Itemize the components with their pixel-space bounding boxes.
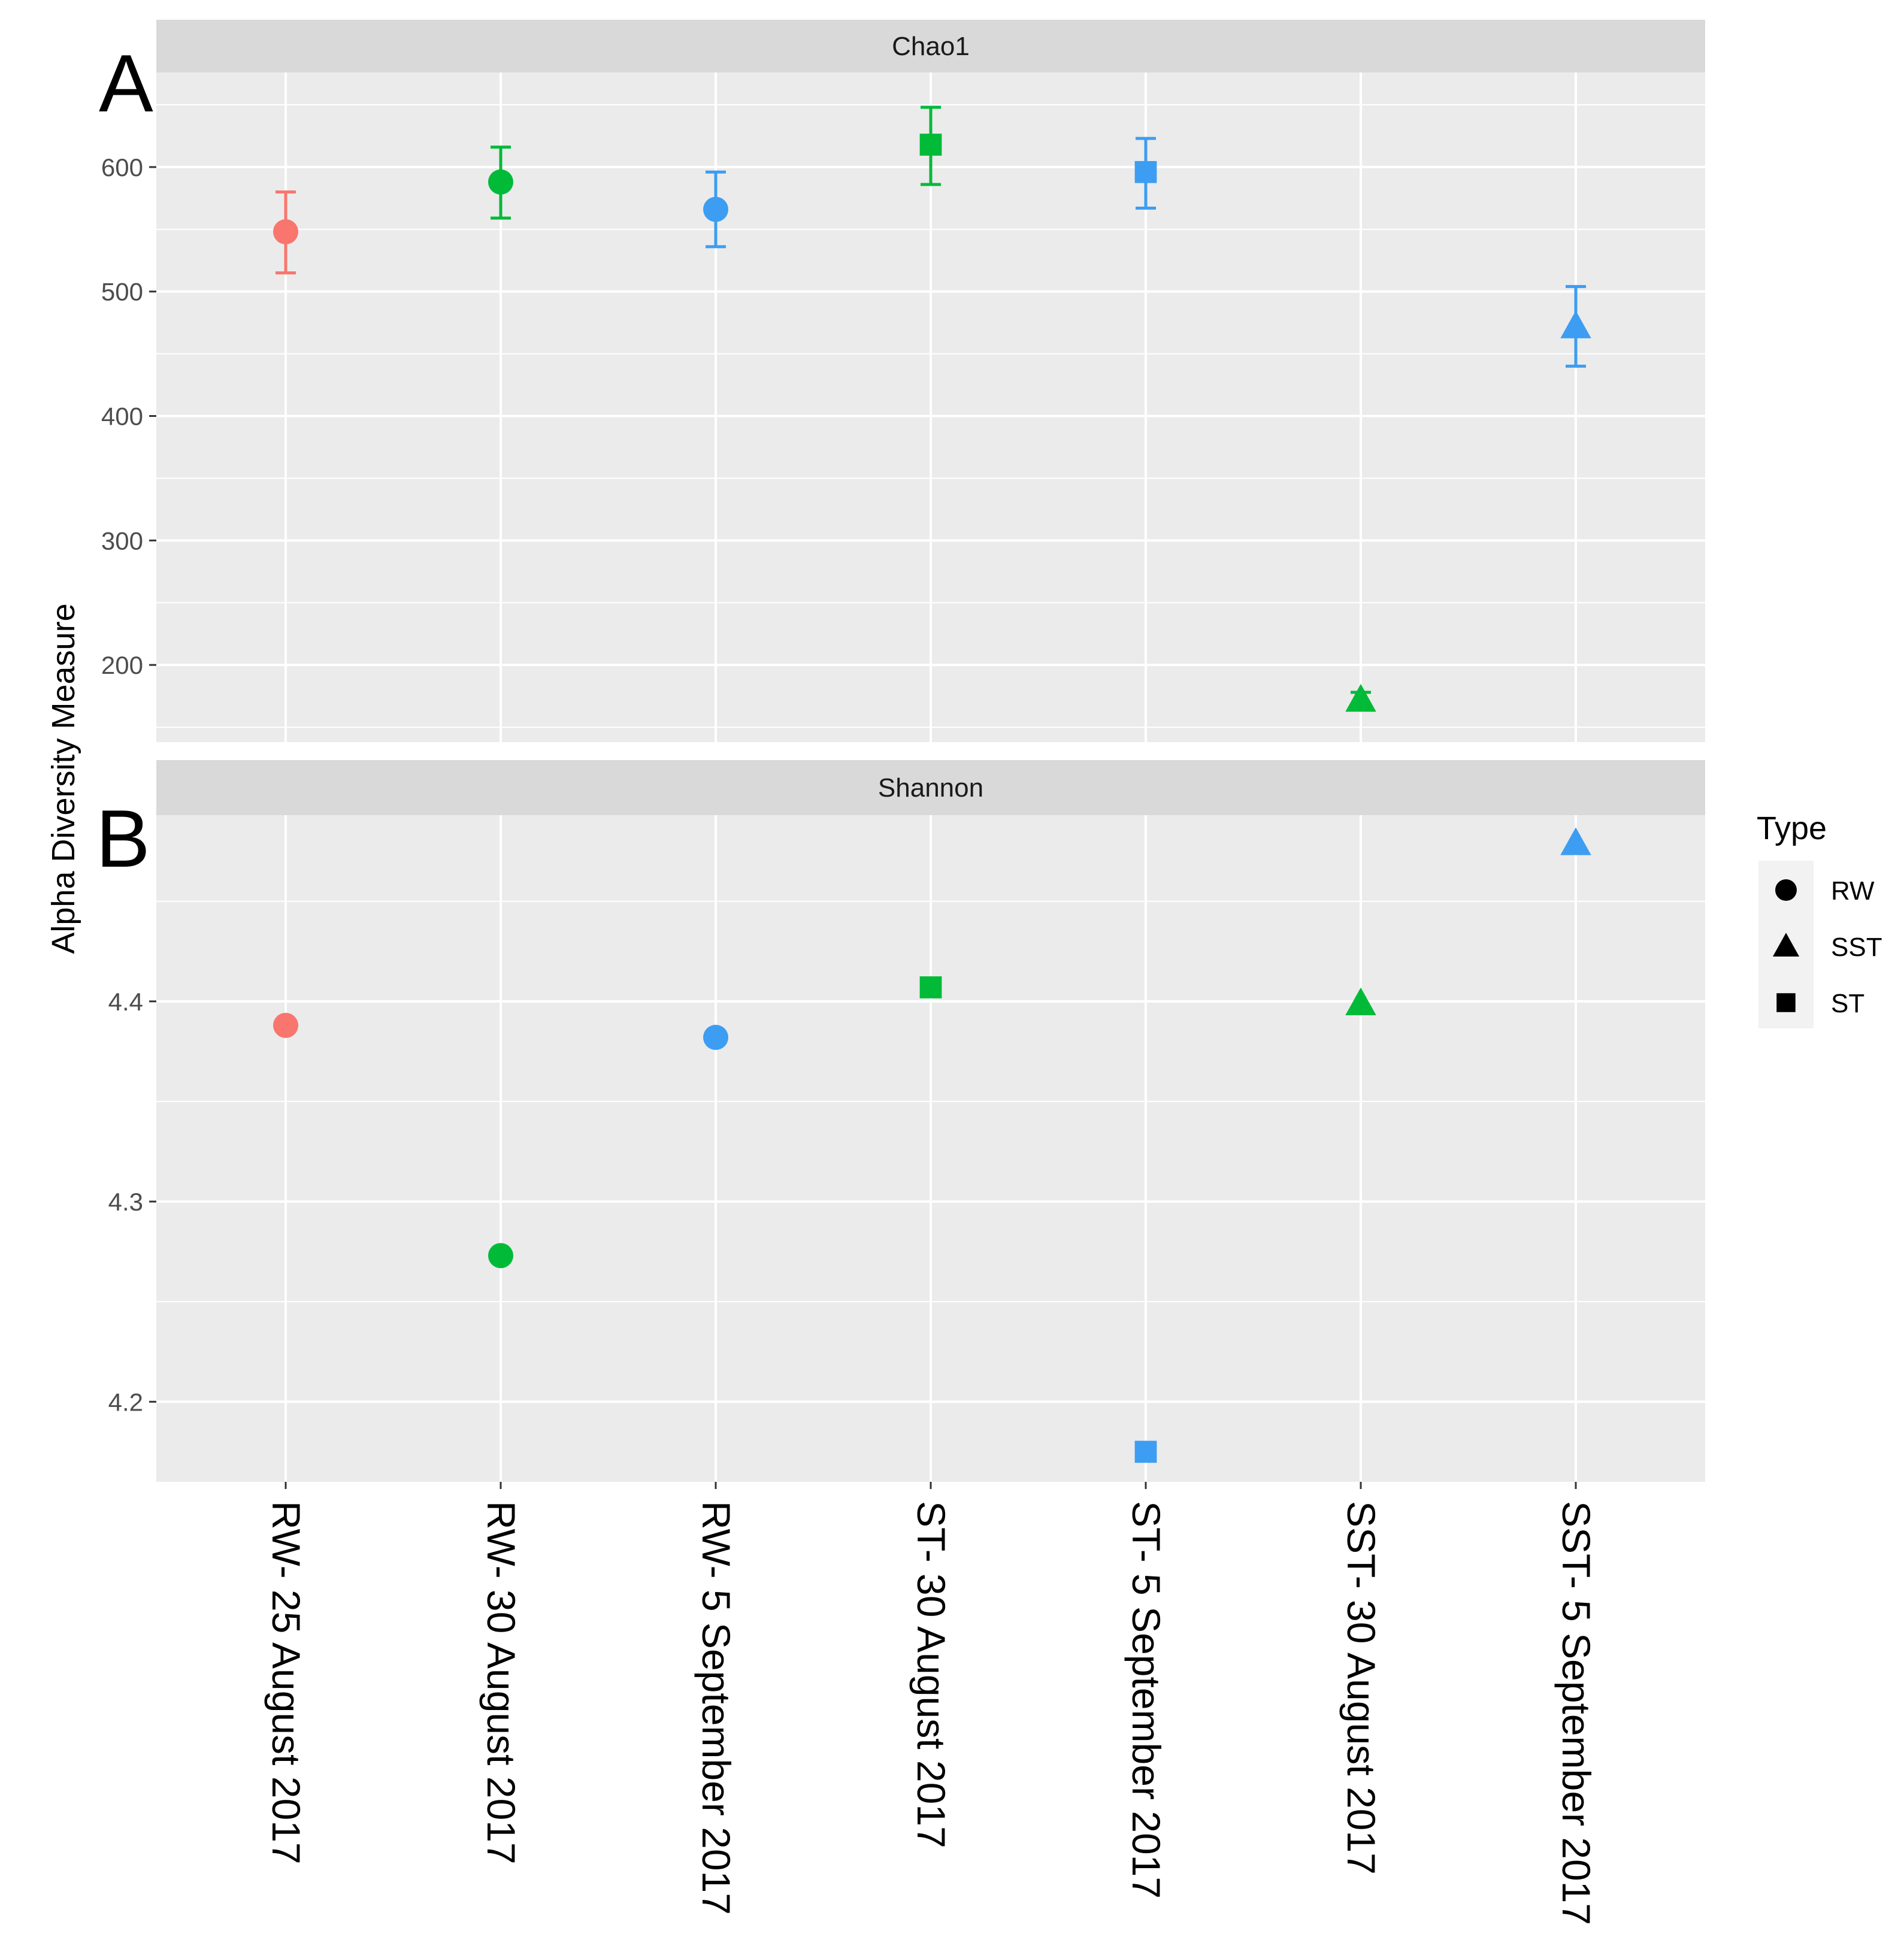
y-tick-label: 600 [101,153,143,181]
legend-key-circle [1775,879,1797,901]
data-point-square [1134,161,1157,183]
panel-chao1: Chao1 200 300 400 500 600 A [99,20,1705,742]
panel-letter-b: B [96,793,150,884]
shannon-y-axis: 4.2 4.3 4.4 [108,988,156,1416]
data-point-triangle [1345,987,1376,1016]
shannon-gridlines [156,815,1705,1482]
y-axis-title: Alpha Diversity Measure [46,603,81,954]
x-axis: RW- 25 August 2017 RW- 30 August 2017 RW- … [264,1482,1599,1925]
y-tick-label: 4.2 [108,1388,143,1416]
chao1-points [273,105,1591,712]
data-point-triangle [1560,827,1591,855]
panel-shannon: Shannon 4.2 4.3 4.4 B [96,760,1705,1482]
panel-letter-a: A [99,38,153,129]
data-point-circle [703,1025,728,1050]
chao1-strip [156,20,1705,72]
shannon-points [273,827,1591,1463]
legend-key-square [1776,993,1796,1012]
chao1-y-axis: 200 300 400 500 600 [101,153,156,679]
legend-label: SST [1831,933,1882,962]
data-point-circle [273,219,298,244]
data-point-circle [703,196,728,222]
shannon-strip-label: Shannon [878,773,983,803]
x-category-label: SST- 5 September 2017 [1554,1501,1599,1925]
y-tick-label: 400 [101,402,143,431]
data-point-triangle [1560,310,1591,338]
legend-label: ST [1831,989,1864,1018]
data-point-square [919,976,942,998]
y-tick-label: 4.4 [108,988,143,1016]
x-category-label: RW- 25 August 2017 [264,1501,308,1865]
x-category-label: ST- 5 September 2017 [1124,1501,1169,1899]
x-category-label: SST- 30 August 2017 [1339,1501,1384,1875]
legend-title: Type [1757,810,1827,846]
shannon-strip [156,760,1705,815]
data-point-square [919,134,942,156]
chao1-strip-label: Chao1 [892,32,970,61]
data-point-circle [488,169,513,195]
x-category-label: ST- 30 August 2017 [909,1501,953,1848]
legend-key-triangle [1772,933,1800,957]
data-point-circle [488,1243,513,1269]
data-point-square [1134,1440,1157,1463]
legend-label: RW [1831,876,1875,906]
x-category-label: RW- 5 September 2017 [694,1501,738,1915]
y-tick-label: 4.3 [108,1188,143,1216]
x-category-label: RW- 30 August 2017 [479,1501,523,1865]
y-tick-label: 300 [101,526,143,555]
y-tick-label: 200 [101,651,143,679]
data-point-circle [273,1012,298,1038]
data-point-triangle [1345,683,1376,712]
y-tick-label: 500 [101,278,143,306]
